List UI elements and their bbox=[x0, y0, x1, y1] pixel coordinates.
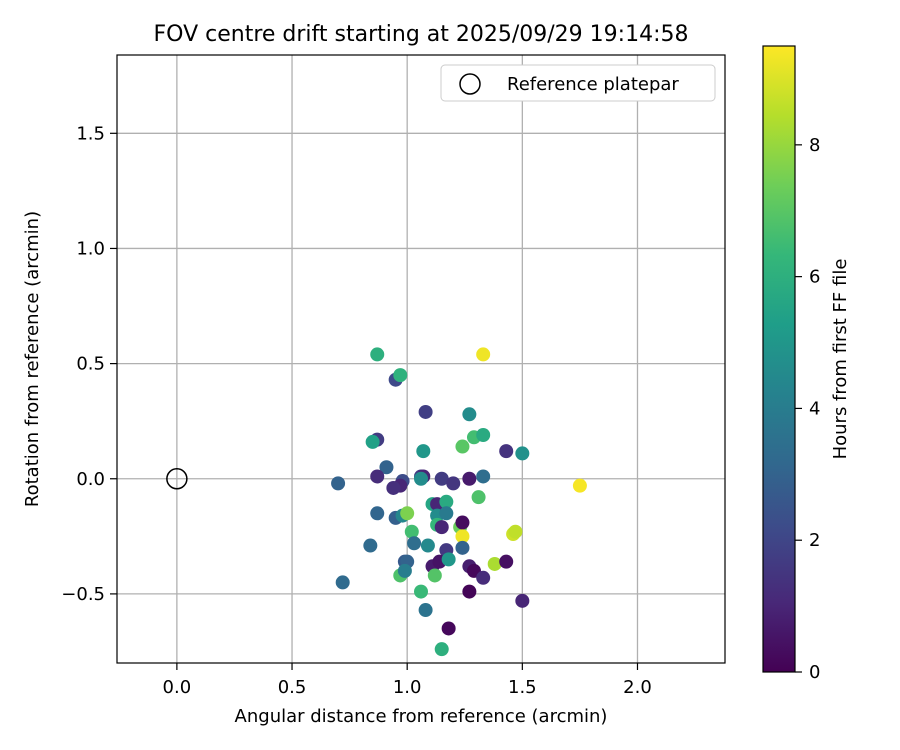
scatter-point bbox=[418, 404, 433, 419]
scatter-point bbox=[414, 471, 428, 486]
colorbar-tick-label: 8 bbox=[809, 135, 820, 156]
scatter-point bbox=[499, 444, 514, 459]
plot-frame bbox=[116, 54, 726, 664]
legend-box bbox=[440, 64, 716, 102]
scatter-point bbox=[414, 584, 428, 599]
x-tick-label: 2.0 bbox=[623, 677, 652, 698]
scatter-point bbox=[455, 515, 470, 530]
scatter-point bbox=[370, 347, 385, 362]
scatter-point bbox=[462, 407, 477, 422]
scatter-point bbox=[439, 506, 454, 521]
scatter-point bbox=[439, 494, 454, 509]
scatter-point bbox=[393, 368, 408, 383]
scatter-point bbox=[331, 476, 346, 491]
colorbar: 0 2 4 6 8 Hours from first FF file bbox=[762, 45, 851, 683]
scatter-point bbox=[455, 540, 470, 555]
x-tick-label: 0.0 bbox=[163, 677, 192, 698]
colorbar-label: Hours from first FF file bbox=[830, 259, 851, 460]
scatter-point bbox=[476, 347, 491, 362]
colorbar-gradient bbox=[762, 45, 796, 673]
x-tick-label: 1.0 bbox=[393, 677, 422, 698]
scatter-point bbox=[462, 584, 477, 599]
scatter-points bbox=[331, 347, 587, 657]
scatter-point bbox=[416, 444, 431, 459]
scatter-point bbox=[572, 478, 587, 493]
scatter-point bbox=[370, 469, 385, 484]
y-axis-ticks: −0.5 0.0 0.5 1.0 1.5 bbox=[61, 123, 117, 605]
scatter-point bbox=[508, 524, 523, 539]
colorbar-tick-label: 4 bbox=[809, 398, 820, 419]
legend-marker-icon bbox=[459, 73, 481, 95]
scatter-point bbox=[335, 575, 350, 590]
scatter-point bbox=[441, 621, 456, 636]
x-tick-label: 0.5 bbox=[278, 677, 307, 698]
legend: Reference platepar bbox=[440, 64, 716, 102]
y-tick-label: 0.0 bbox=[76, 469, 105, 490]
scatter-point bbox=[487, 556, 502, 571]
chart-title: FOV centre drift starting at 2025/09/29 … bbox=[154, 22, 689, 47]
y-tick-label: 0.5 bbox=[76, 354, 105, 375]
scatter-point bbox=[462, 471, 477, 486]
y-tick-label: 1.0 bbox=[76, 238, 105, 259]
scatter-point bbox=[418, 603, 433, 618]
scatter-point bbox=[397, 563, 412, 578]
scatter-point bbox=[434, 642, 449, 657]
scatter-point bbox=[370, 506, 385, 521]
colorbar-tick-label: 6 bbox=[809, 267, 820, 288]
y-axis-label: Rotation from reference (arcmin) bbox=[22, 211, 43, 507]
scatter-point bbox=[499, 554, 514, 569]
scatter-point bbox=[427, 568, 442, 583]
scatter-point bbox=[446, 476, 461, 491]
scatter-point bbox=[434, 471, 449, 486]
scatter-point bbox=[455, 529, 470, 544]
scatter-point bbox=[455, 439, 470, 454]
x-axis-ticks: 0.0 0.5 1.0 1.5 2.0 bbox=[163, 663, 652, 698]
scatter-point bbox=[476, 469, 491, 484]
scatter-point bbox=[386, 480, 401, 495]
scatter-point bbox=[515, 446, 530, 461]
colorbar-ticks: 0 2 4 6 8 bbox=[795, 135, 820, 683]
scatter-point bbox=[363, 538, 378, 553]
legend-entry: Reference platepar bbox=[507, 74, 679, 95]
scatter-point bbox=[400, 506, 415, 521]
y-tick-label: −0.5 bbox=[61, 584, 105, 605]
scatter-point bbox=[441, 552, 456, 567]
scatter-point bbox=[365, 434, 380, 449]
scatter-point bbox=[476, 428, 491, 442]
scatter-point bbox=[404, 524, 419, 539]
scatter-point bbox=[407, 536, 422, 551]
scatter-point bbox=[379, 460, 394, 475]
x-tick-label: 1.5 bbox=[508, 677, 537, 698]
x-axis-label: Angular distance from reference (arcmin) bbox=[235, 706, 608, 727]
scatter-point bbox=[471, 490, 486, 505]
scatter-point bbox=[420, 538, 435, 553]
reference-point-marker bbox=[166, 468, 188, 490]
grid bbox=[117, 55, 725, 663]
scatter-point bbox=[515, 593, 530, 608]
colorbar-tick-label: 0 bbox=[809, 662, 820, 683]
scatter-point bbox=[476, 570, 491, 585]
scatter-point bbox=[434, 520, 449, 535]
colorbar-tick-label: 2 bbox=[809, 530, 820, 551]
y-tick-label: 1.5 bbox=[76, 123, 105, 144]
